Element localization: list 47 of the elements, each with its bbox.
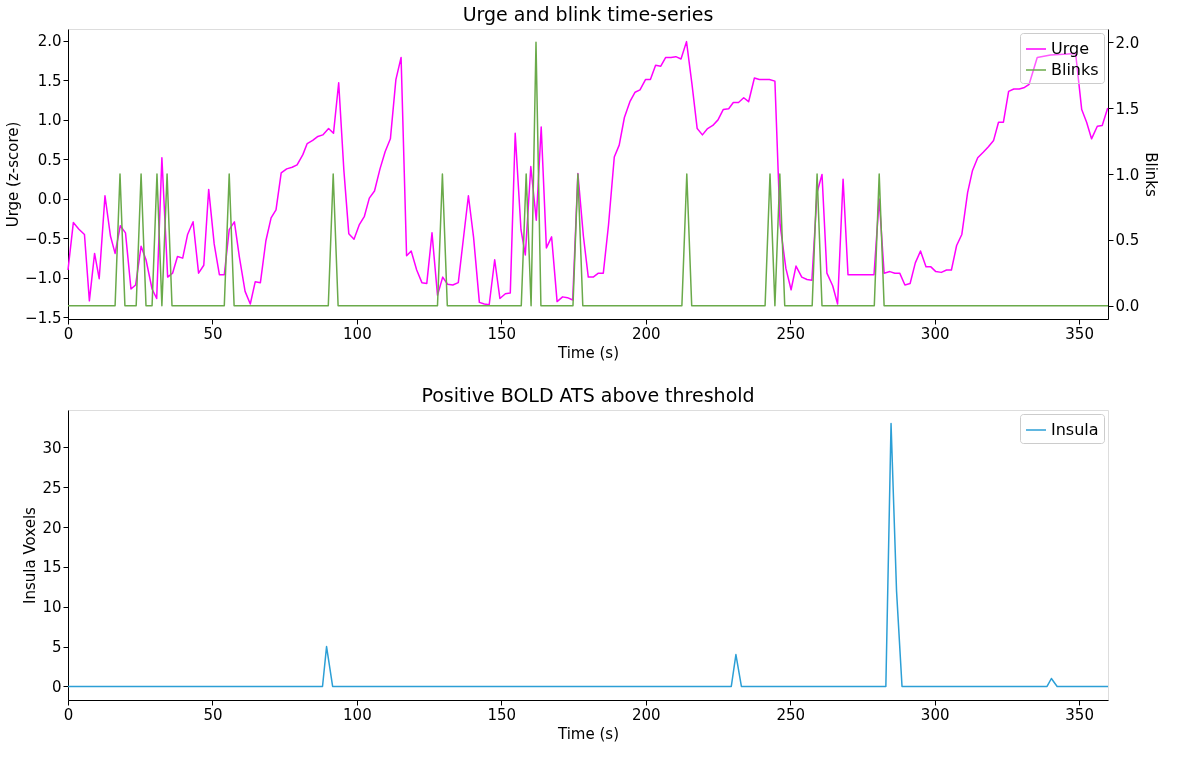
y-axis-title: Insula Voxels (21, 506, 40, 604)
x-tick-label: 300 (920, 705, 950, 724)
y2-tick-label: 1.0 (1115, 165, 1140, 184)
y2-tick-label: 0.5 (1115, 231, 1140, 250)
y-tick-label: 2.0 (37, 32, 62, 51)
y-tick-label: 10 (42, 598, 62, 617)
y-tick-label: 30 (42, 438, 62, 457)
x-axis-title: Time (s) (557, 343, 619, 362)
x-tick-label: 100 (343, 705, 372, 724)
y2-tick-label: 2.0 (1115, 33, 1140, 52)
y2-tick-label: 1.5 (1115, 99, 1140, 118)
x-tick-label: 250 (776, 705, 806, 724)
x-tick-label: 50 (203, 705, 223, 724)
x-tick-label: 350 (1065, 705, 1094, 724)
y-tick-label: 1.5 (37, 71, 62, 90)
y2-tick-label: 0.0 (1115, 297, 1140, 316)
x-tick-label: 0 (63, 705, 74, 724)
y-tick-label: 5 (51, 638, 62, 657)
y-tick-label: −0.5 (25, 229, 62, 248)
x-tick-label: 300 (920, 324, 950, 343)
x-tick-label: 50 (203, 324, 223, 343)
y-tick-label: 20 (42, 518, 62, 537)
legend-label: Insula (1051, 420, 1099, 439)
y2-axis-title: Blinks (1142, 152, 1161, 197)
x-tick-label: 0 (63, 324, 74, 343)
x-tick-label: 200 (631, 324, 661, 343)
y-tick-label: 0.0 (37, 190, 62, 209)
y-tick-label: 15 (42, 558, 62, 577)
y-tick-label: −1.5 (25, 308, 62, 327)
x-tick-label: 250 (776, 324, 806, 343)
x-axis-title: Time (s) (557, 724, 619, 743)
x-tick-label: 150 (487, 324, 517, 343)
y-tick-label: 1.0 (37, 111, 62, 130)
chart-title: Positive BOLD ATS above threshold (421, 384, 755, 406)
legend-label: Urge (1051, 39, 1090, 58)
chart-title: Urge and blink time-series (462, 3, 714, 25)
x-tick-label: 200 (631, 705, 661, 724)
legend-label: Blinks (1051, 60, 1099, 79)
line-series (67, 422, 1109, 688)
y-tick-label: 25 (42, 478, 62, 497)
y-axis-title: Urge (z-score) (4, 121, 23, 228)
x-tick-label: 100 (343, 324, 372, 343)
y-tick-label: 0 (51, 677, 62, 696)
x-tick-label: 350 (1065, 324, 1094, 343)
y-tick-label: −1.0 (25, 269, 62, 288)
y-tick-label: 0.5 (37, 150, 62, 169)
x-tick-label: 150 (487, 705, 517, 724)
